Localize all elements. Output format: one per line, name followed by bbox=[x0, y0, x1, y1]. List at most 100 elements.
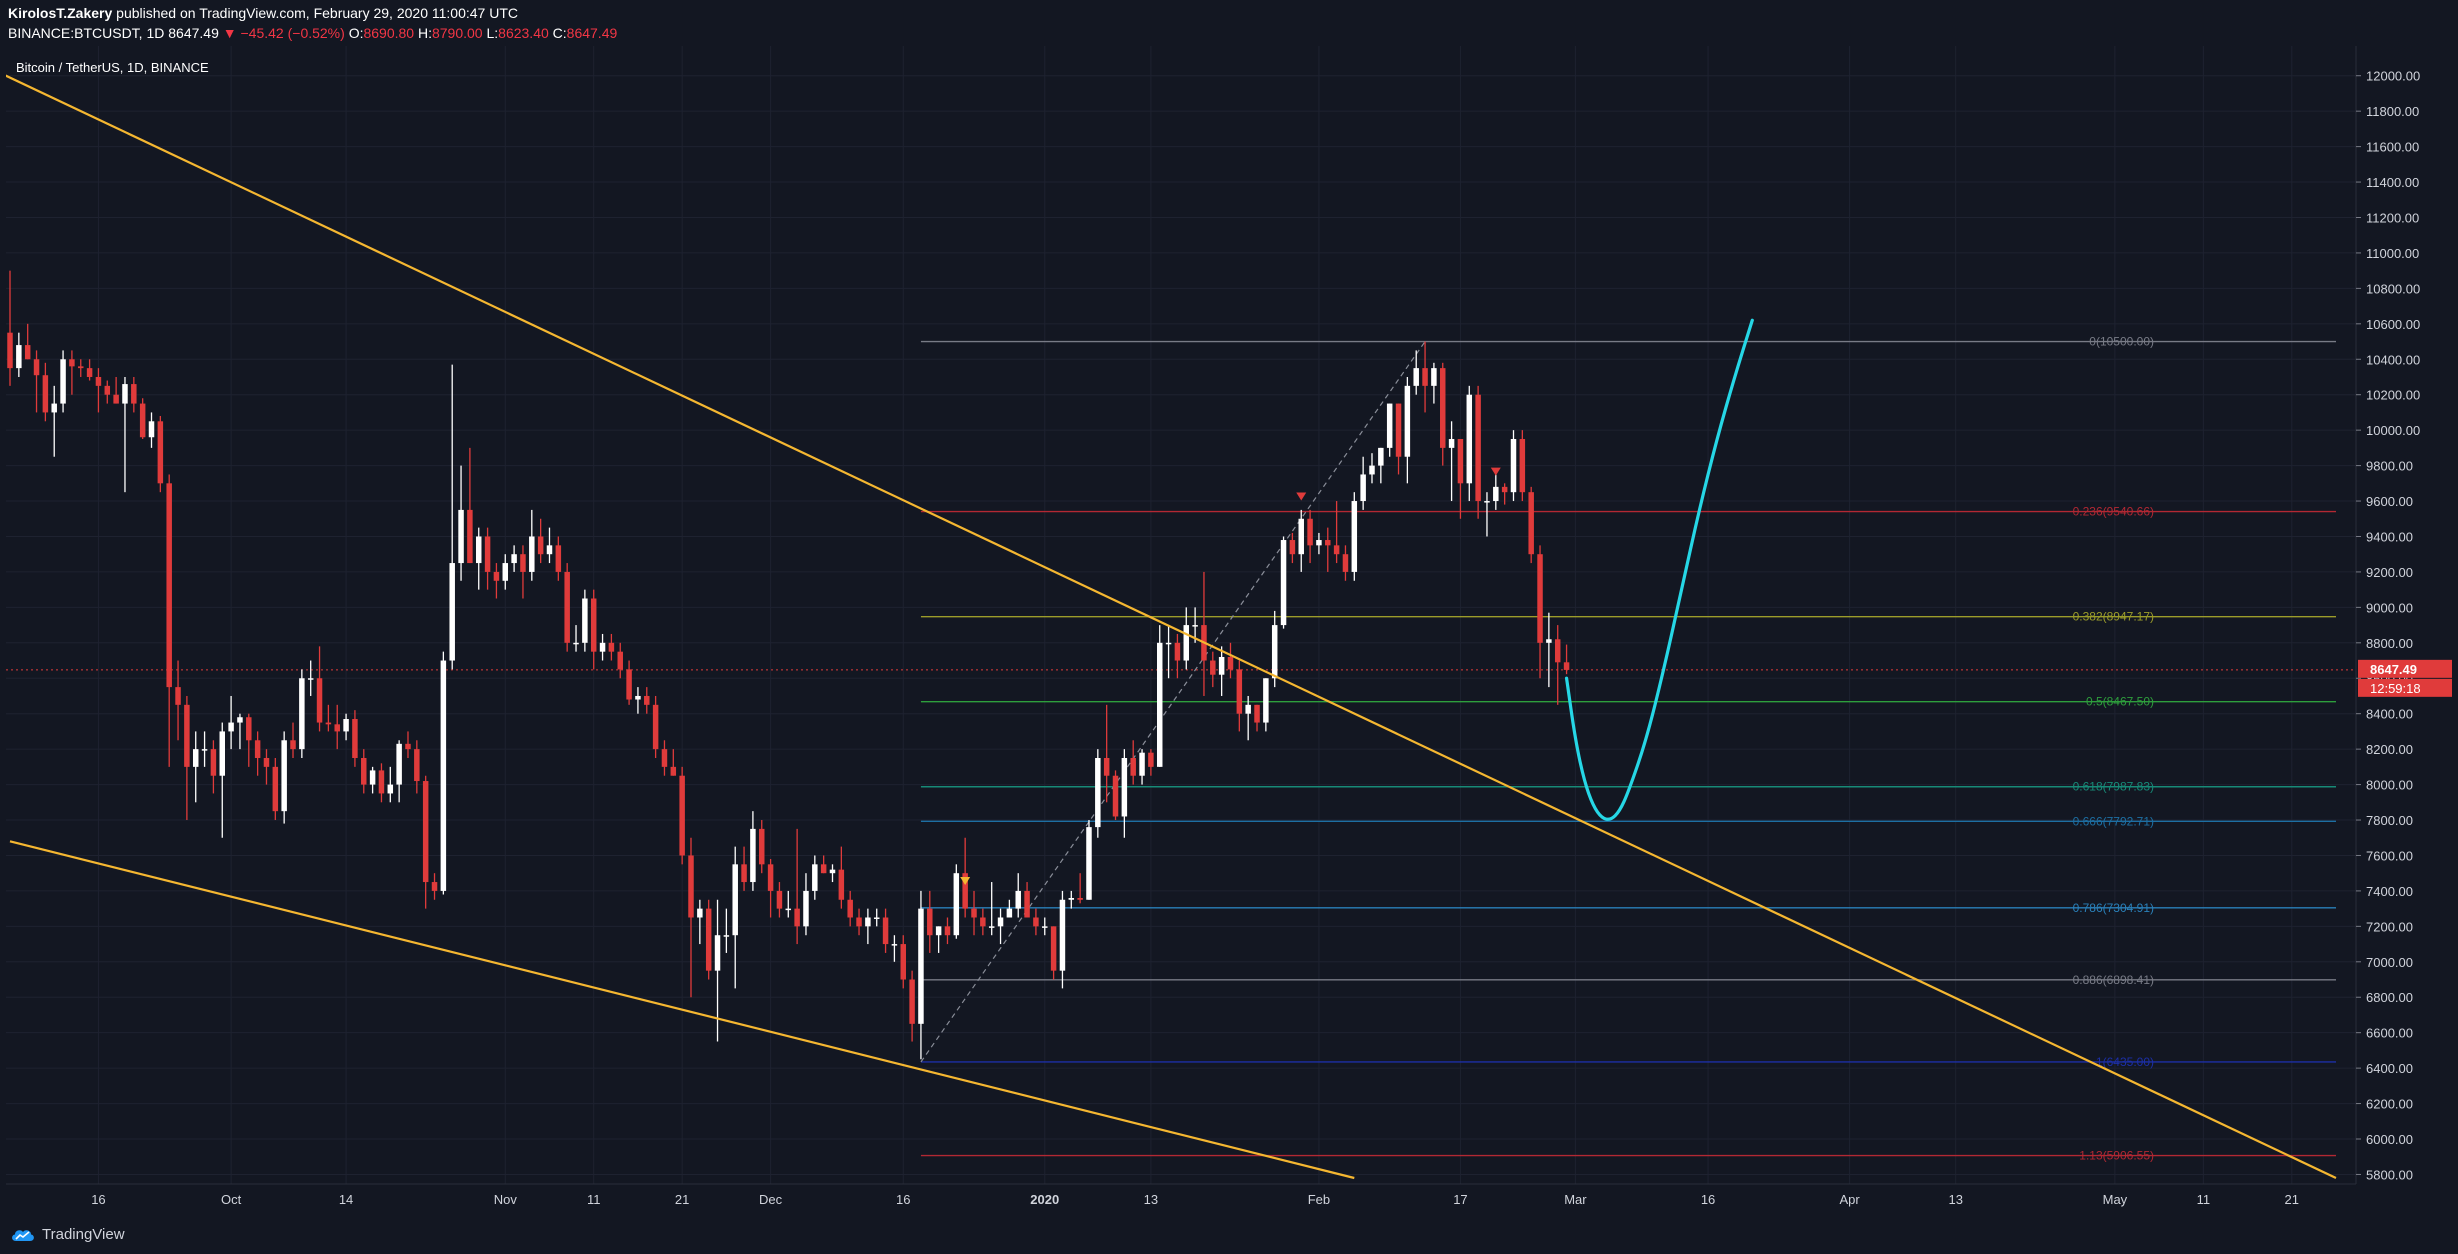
candle-body bbox=[529, 536, 535, 572]
candle-body bbox=[1493, 486, 1499, 502]
fib-level-label: 0(10500.00) bbox=[2089, 335, 2154, 349]
countdown-value: 12:59:18 bbox=[2370, 681, 2421, 696]
author-name[interactable]: KirolosT.Zakery bbox=[8, 5, 113, 21]
candle-body bbox=[78, 366, 84, 369]
price-tick-label: 9800.00 bbox=[2366, 459, 2413, 474]
candle-body bbox=[1024, 890, 1030, 918]
tradingview-logo[interactable]: TradingView bbox=[10, 1226, 125, 1243]
candle-body bbox=[590, 598, 597, 652]
low-value: 8623.40 bbox=[498, 25, 549, 41]
candle-body bbox=[1165, 642, 1172, 645]
candle-body bbox=[670, 766, 677, 776]
candle-body bbox=[1236, 669, 1243, 714]
candle-body bbox=[272, 766, 279, 812]
time-tick-label: Oct bbox=[221, 1192, 242, 1207]
candle-body bbox=[1448, 439, 1455, 448]
candle-body bbox=[431, 882, 438, 891]
price-tick-label: 6400.00 bbox=[2366, 1061, 2413, 1076]
low-label: L: bbox=[486, 25, 499, 41]
candle-body bbox=[759, 828, 765, 865]
candle-body bbox=[1280, 540, 1287, 626]
candle-body bbox=[882, 917, 889, 945]
trendlines[interactable] bbox=[0, 65, 2337, 1180]
candle-body bbox=[608, 642, 615, 652]
candles[interactable] bbox=[7, 270, 1570, 1060]
price-tick-label: 7200.00 bbox=[2366, 919, 2413, 934]
candlestick-chart[interactable]: 0(10500.00) 0.236(9540.66) 0.382(8947.17) 0… bbox=[0, 46, 2454, 1214]
candle-body bbox=[705, 908, 712, 971]
candle-body bbox=[449, 563, 455, 661]
fib-level-label: 1(6435.00) bbox=[2096, 1055, 2154, 1069]
candle-body bbox=[812, 864, 818, 891]
price-tick-label: 9600.00 bbox=[2366, 494, 2413, 509]
time-tick-label: Apr bbox=[1839, 1192, 1860, 1207]
candle-body bbox=[980, 917, 986, 927]
countdown-badge bbox=[2358, 678, 2452, 697]
open-value: 8690.80 bbox=[363, 25, 415, 41]
candle-body bbox=[1148, 752, 1154, 767]
candle-body bbox=[1395, 403, 1402, 457]
candle-body bbox=[16, 345, 22, 369]
candle-body bbox=[352, 719, 358, 758]
candle-body bbox=[184, 704, 190, 767]
candle-body bbox=[422, 781, 429, 883]
candle-body bbox=[714, 935, 721, 971]
candle-body bbox=[1227, 656, 1234, 670]
fib-level-label: 0.382(8947.17) bbox=[2073, 610, 2154, 624]
candle-body bbox=[1103, 758, 1110, 776]
candle-body bbox=[785, 908, 792, 911]
candle-body bbox=[873, 917, 880, 919]
candle-body bbox=[732, 864, 738, 936]
chart-title: Bitcoin / TetherUS, 1D, BINANCE bbox=[16, 60, 209, 75]
candle-body bbox=[1404, 385, 1411, 457]
candle-body bbox=[1519, 439, 1526, 493]
candle-body bbox=[1059, 899, 1066, 971]
price-tick-label: 7000.00 bbox=[2366, 955, 2413, 970]
candle-body bbox=[1431, 368, 1437, 386]
candle-body bbox=[414, 749, 420, 782]
price-tick-label: 11800.00 bbox=[2366, 104, 2419, 119]
candle-body bbox=[458, 509, 464, 564]
candle-body bbox=[290, 740, 296, 750]
candle-body bbox=[1210, 660, 1216, 675]
price-tick-label: 7400.00 bbox=[2366, 884, 2413, 899]
candle-body bbox=[1271, 625, 1278, 679]
trendline bbox=[0, 71, 2337, 1179]
fibonacci-retracement[interactable]: 0(10500.00) 0.236(9540.66) 0.382(8947.17) 0… bbox=[6, 335, 2356, 1163]
candle-body bbox=[900, 944, 906, 980]
time-tick-label: 17 bbox=[1453, 1192, 1467, 1207]
candle-body bbox=[1130, 758, 1136, 776]
candle-body bbox=[201, 749, 208, 751]
fib-level-label: 0.786(7304.91) bbox=[2073, 901, 2154, 915]
candle-body bbox=[1218, 656, 1225, 675]
candle-body bbox=[1386, 403, 1393, 448]
candle-body bbox=[228, 722, 234, 732]
chart-area[interactable]: 0(10500.00) 0.236(9540.66) 0.382(8947.17) 0… bbox=[0, 46, 2454, 1214]
projection[interactable] bbox=[1564, 318, 1754, 821]
candle-body bbox=[1263, 678, 1269, 723]
fib-level-label: 0.236(9540.66) bbox=[2073, 505, 2154, 519]
candle-body bbox=[555, 545, 562, 572]
time-axis[interactable]: 16 Oct 14 Nov 11 21 Dec 16 2020 13 Feb 17 Mar 16 Apr 13… bbox=[6, 1183, 2356, 1207]
price-tick-label: 9000.00 bbox=[2366, 600, 2413, 615]
candle-body bbox=[599, 642, 606, 652]
candle-body bbox=[104, 385, 111, 395]
candle-body bbox=[60, 359, 66, 404]
candle-body bbox=[1422, 368, 1428, 386]
candle-body bbox=[776, 890, 783, 909]
candle-body bbox=[1095, 758, 1101, 828]
price-tick-label: 7800.00 bbox=[2366, 813, 2413, 828]
candle-body bbox=[1316, 540, 1322, 546]
candle-body bbox=[387, 784, 394, 794]
candle-body bbox=[1015, 890, 1021, 909]
candle-body bbox=[334, 724, 340, 732]
candle-body bbox=[1298, 518, 1304, 555]
candle-body bbox=[1563, 662, 1570, 670]
candle-body bbox=[192, 749, 199, 767]
time-tick-label: 16 bbox=[91, 1192, 105, 1207]
price-axis[interactable]: 5800.00 6000.00 6200.00 6400.00 6600.00 6800.… bbox=[2355, 46, 2452, 1184]
candle-body bbox=[511, 554, 517, 564]
tradingview-cloud-icon bbox=[12, 1229, 34, 1241]
fib-level-label: 0.666(7792.71) bbox=[2073, 814, 2154, 828]
candle-body bbox=[1484, 501, 1490, 503]
